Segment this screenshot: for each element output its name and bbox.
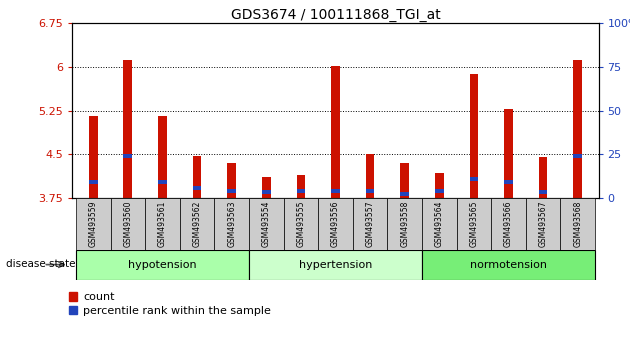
Bar (366, 189, 374, 193)
Text: GSM493560: GSM493560 (123, 201, 132, 247)
Bar (158, 116, 167, 198)
Title: GDS3674 / 100111868_TGI_at: GDS3674 / 100111868_TGI_at (231, 8, 440, 22)
Text: GSM493561: GSM493561 (158, 201, 167, 247)
Bar (526, 198, 561, 250)
Text: GSM493564: GSM493564 (435, 201, 444, 247)
Bar (457, 198, 491, 250)
Text: disease state: disease state (6, 259, 76, 269)
Bar (249, 198, 284, 250)
Bar (504, 109, 513, 198)
Text: GSM493565: GSM493565 (469, 201, 478, 247)
Bar (331, 66, 340, 198)
Bar (214, 198, 249, 250)
Text: GSM493566: GSM493566 (504, 201, 513, 247)
Text: GSM493559: GSM493559 (89, 201, 98, 247)
Bar (504, 180, 513, 184)
Text: GSM493554: GSM493554 (261, 201, 271, 247)
Text: GSM493563: GSM493563 (227, 201, 236, 247)
Bar (561, 198, 595, 250)
Text: GSM493557: GSM493557 (365, 201, 375, 247)
Bar (573, 154, 582, 158)
Bar (193, 156, 202, 198)
Bar (262, 190, 270, 194)
Bar (193, 186, 202, 190)
Bar (284, 198, 318, 250)
Bar (158, 180, 167, 184)
Bar (469, 177, 478, 181)
Bar (123, 154, 132, 158)
Bar (262, 177, 270, 198)
Bar (401, 192, 409, 196)
Text: GSM493562: GSM493562 (193, 201, 202, 247)
Bar (145, 198, 180, 250)
Bar (422, 250, 595, 280)
Text: hypertension: hypertension (299, 259, 372, 270)
Bar (249, 250, 422, 280)
Bar (491, 198, 526, 250)
Bar (318, 198, 353, 250)
Bar (539, 190, 547, 194)
Bar (297, 189, 305, 193)
Bar (227, 189, 236, 193)
Text: hypotension: hypotension (128, 259, 197, 270)
Bar (89, 180, 98, 184)
Bar (469, 74, 478, 198)
Text: GSM493556: GSM493556 (331, 201, 340, 247)
Bar (422, 198, 457, 250)
Bar (180, 198, 214, 250)
Bar (76, 198, 110, 250)
Bar (539, 157, 547, 198)
Legend: count, percentile rank within the sample: count, percentile rank within the sample (69, 292, 271, 316)
Bar (366, 154, 374, 198)
Bar (110, 198, 145, 250)
Bar (297, 175, 305, 198)
Bar (353, 198, 387, 250)
Text: GSM493567: GSM493567 (539, 201, 547, 247)
Text: GSM493568: GSM493568 (573, 201, 582, 247)
Text: normotension: normotension (470, 259, 547, 270)
Bar (573, 60, 582, 198)
Bar (331, 189, 340, 193)
Bar (435, 189, 444, 193)
Bar (435, 173, 444, 198)
Bar (387, 198, 422, 250)
Text: GSM493555: GSM493555 (296, 201, 306, 247)
Text: GSM493558: GSM493558 (400, 201, 410, 247)
Bar (76, 250, 249, 280)
Bar (89, 116, 98, 198)
Bar (401, 163, 409, 198)
Bar (123, 60, 132, 198)
Bar (227, 163, 236, 198)
